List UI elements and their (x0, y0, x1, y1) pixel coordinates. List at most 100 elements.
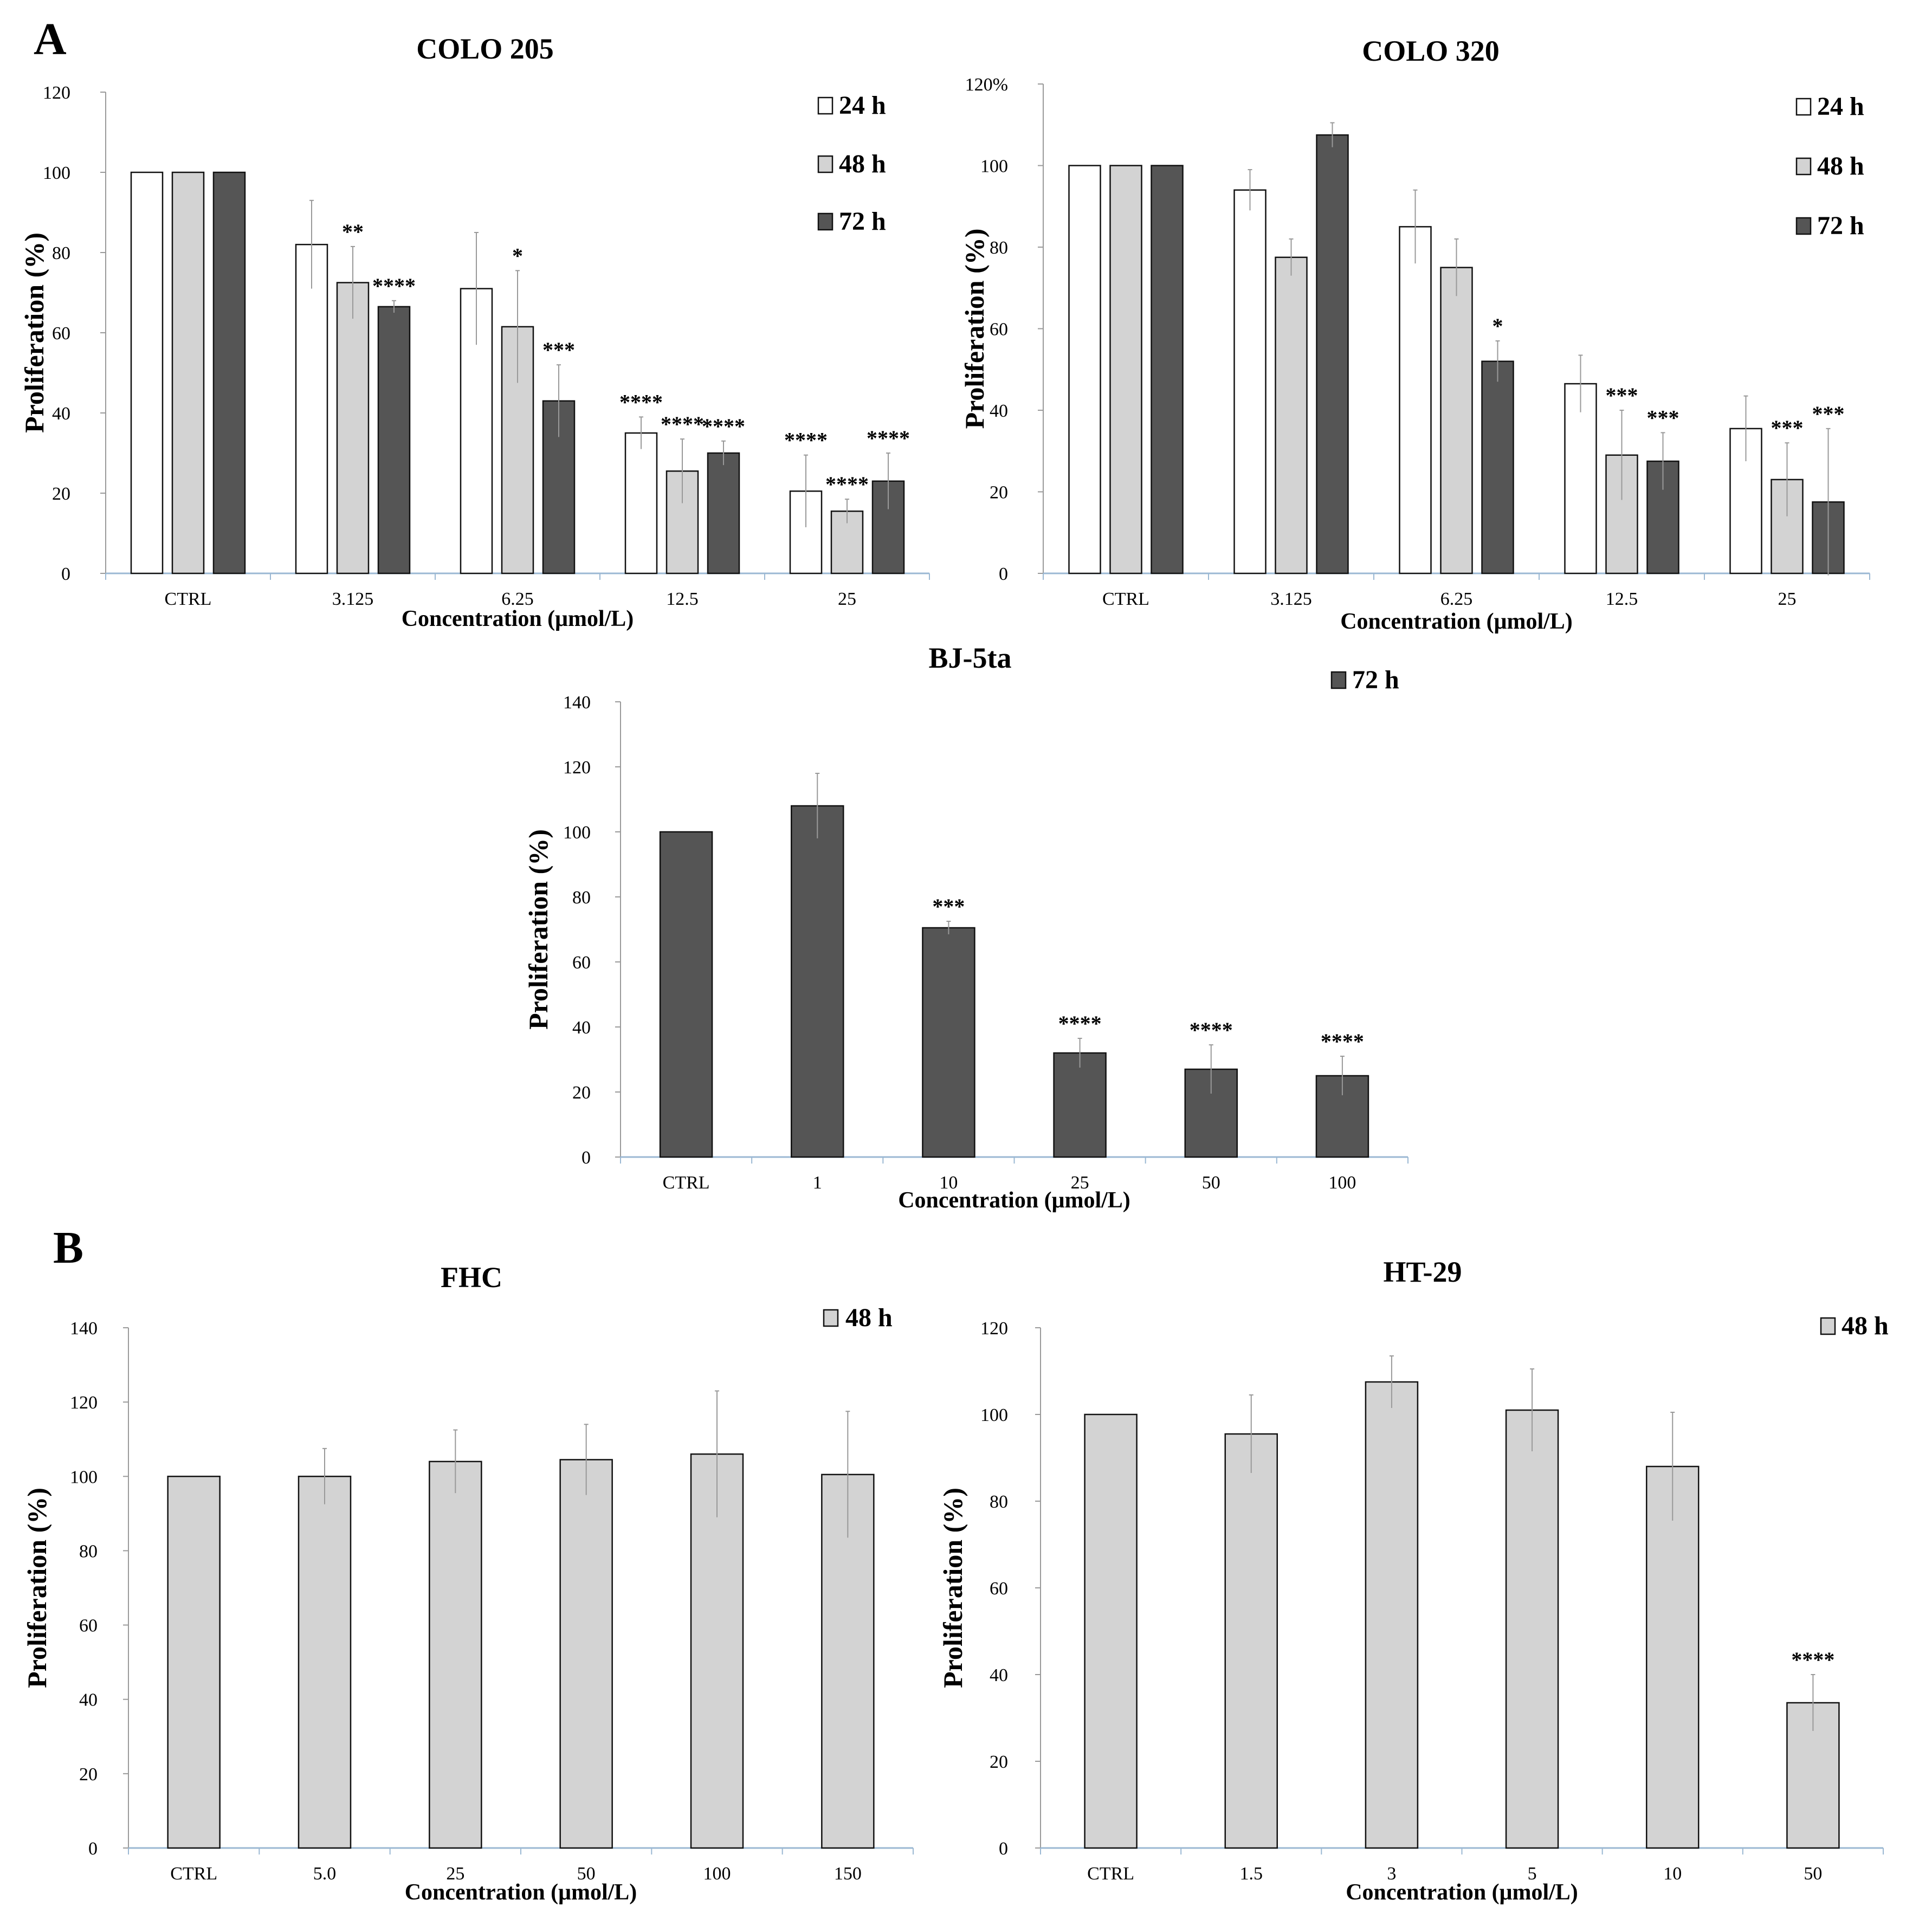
bar (171, 171, 205, 574)
y-axis-label: Proliferation (%) (22, 1488, 52, 1688)
x-tick-label: 100 (1328, 1173, 1356, 1193)
x-tick-label: 12.5 (1606, 589, 1638, 609)
chart-title: HT-29 (1383, 1256, 1462, 1288)
bar (212, 171, 246, 574)
y-tick-label: 20 (990, 1752, 1008, 1772)
x-tick-label: 150 (834, 1864, 862, 1884)
y-axis-label: Proliferation (%) (19, 232, 49, 433)
y-tick-label: 40 (572, 1018, 591, 1038)
x-tick-label: 10 (939, 1173, 958, 1193)
y-tick-label: 120% (965, 75, 1008, 95)
chart-ht29: HT-29 0 20 40 60 80 100 120 CTRL 1.5 3 5 10 50 Concent… (938, 1256, 1889, 1905)
legend-label: 24 h (1817, 92, 1864, 121)
y-tick-label: 120 (70, 1393, 98, 1413)
legend-swatch (1820, 1317, 1836, 1335)
significance-label: *** (1812, 402, 1845, 426)
y-tick-label: 60 (52, 324, 70, 344)
legend-label: 72 h (1352, 665, 1399, 694)
x-axis-label: Concentration (μmol/L) (1346, 1880, 1578, 1905)
panel-label-a: A (34, 14, 67, 64)
y-tick-label: 80 (990, 1492, 1008, 1512)
x-tick-label: 25 (838, 589, 856, 609)
chart-colo320: COLO 320 0 20 40 60 80 100 120% CTRL 3.125 6.25 12.… (959, 35, 1870, 634)
x-tick-label: CTRL (663, 1173, 710, 1193)
legend-label: 24 h (839, 91, 886, 120)
significance-label: **** (702, 414, 745, 438)
legend-swatch (1795, 217, 1812, 235)
y-tick-label: 0 (999, 1839, 1008, 1859)
y-tick-label: 120 (563, 758, 591, 778)
x-tick-label: CTRL (1102, 589, 1149, 609)
bar (336, 282, 370, 574)
chart-title: COLO 320 (1362, 35, 1500, 67)
bar (791, 805, 844, 1158)
x-tick-label: CTRL (165, 589, 212, 609)
x-tick-label: 10 (1663, 1864, 1682, 1884)
significance-label: **** (372, 274, 416, 298)
bar (690, 1453, 744, 1849)
y-tick-label: 40 (990, 1665, 1008, 1685)
bar (1084, 1413, 1138, 1849)
x-axis-label: Concentration (μmol/L) (1340, 609, 1573, 634)
legend-swatch (1330, 671, 1347, 689)
significance-label: *** (542, 338, 575, 362)
x-tick-label: 5.0 (313, 1864, 337, 1884)
y-tick-label: 20 (79, 1765, 98, 1785)
y-tick-label: 0 (582, 1148, 591, 1168)
significance-label: **** (825, 472, 869, 496)
significance-label: * (1493, 314, 1503, 338)
y-axis-label: Proliferation (%) (523, 829, 553, 1030)
legend-label: 48 h (839, 150, 886, 178)
chart-fhc: FHC 0 20 40 60 80 100 120 140 CTRL 5.0 25 50 100 150 Co… (22, 1261, 914, 1905)
bar (1068, 165, 1101, 574)
bar (1233, 189, 1267, 574)
y-tick-label: 60 (79, 1616, 98, 1636)
significance-label: *** (1606, 383, 1638, 408)
x-tick-label: 1 (813, 1173, 822, 1193)
x-tick-label: 6.25 (501, 589, 534, 609)
y-tick-label: 60 (572, 953, 591, 973)
significance-label: **** (784, 428, 828, 453)
legend-swatch (817, 96, 834, 115)
y-tick-label: 80 (990, 238, 1008, 258)
y-tick-label: 80 (572, 888, 591, 908)
y-tick-label: 80 (79, 1541, 98, 1561)
y-tick-label: 40 (79, 1690, 98, 1710)
y-tick-label: 120 (980, 1319, 1008, 1339)
y-axis-label: Proliferation (%) (938, 1488, 968, 1688)
chart-bj5ta: BJ-5ta 0 20 40 60 80 100 120 140 CTRL 1 10 25 50 100 Co… (523, 642, 1408, 1213)
legend-swatch (817, 212, 834, 231)
legend-swatch (1795, 157, 1812, 176)
y-tick-label: 100 (43, 163, 70, 183)
bar (707, 452, 740, 574)
chart-colo205: COLO 205 0 20 40 60 80 100 120 CTRL 3.125 6.25 12.5… (19, 33, 930, 631)
significance-label: *** (932, 894, 965, 919)
y-tick-label: 20 (572, 1083, 591, 1103)
x-tick-label: 3.125 (332, 589, 374, 609)
y-tick-label: 100 (980, 1405, 1008, 1425)
chart-title: FHC (441, 1261, 502, 1294)
y-axis-label: Proliferation (%) (959, 229, 990, 429)
chart-title: COLO 205 (416, 33, 554, 65)
y-tick-label: 20 (990, 483, 1008, 503)
y-tick-label: 100 (980, 157, 1008, 177)
y-tick-label: 120 (43, 83, 70, 103)
bar (130, 171, 164, 574)
bar (377, 306, 411, 574)
bar (659, 831, 713, 1158)
bar (1053, 1052, 1107, 1158)
significance-label: **** (1791, 1647, 1834, 1672)
bar (1646, 1465, 1700, 1849)
y-tick-label: 40 (52, 404, 70, 424)
y-tick-label: 20 (52, 484, 70, 504)
x-tick-label: 100 (703, 1864, 731, 1884)
bar (1316, 134, 1349, 574)
legend-label: 72 h (1817, 211, 1864, 240)
bar (1564, 383, 1597, 574)
x-tick-label: 25 (1071, 1173, 1089, 1193)
bar (298, 1476, 352, 1849)
x-tick-label: 12.5 (666, 589, 699, 609)
x-tick-label: 5 (1528, 1864, 1537, 1884)
panel-label-b: B (53, 1223, 83, 1273)
legend-swatch (817, 155, 834, 173)
